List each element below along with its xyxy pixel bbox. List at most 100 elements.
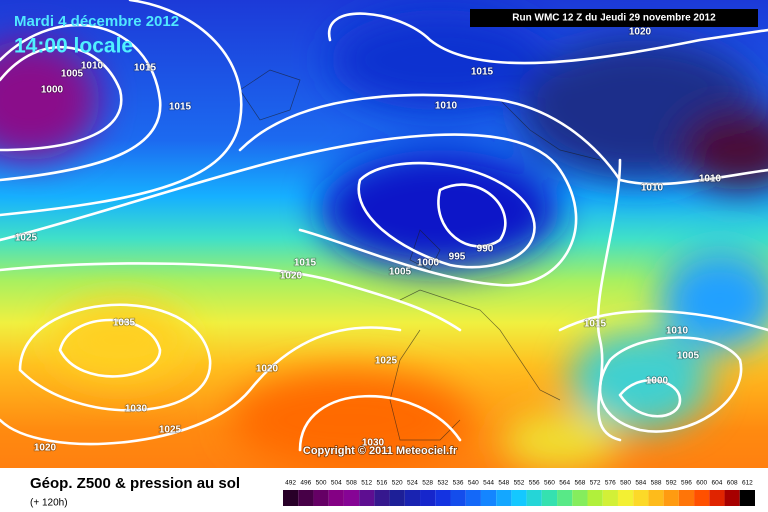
- isobar-label: 1030: [125, 404, 148, 415]
- legend-swatch: [587, 490, 603, 506]
- legend-swatch: [617, 490, 634, 506]
- isobar-label: 1015: [294, 258, 317, 269]
- legend-label: 568: [574, 480, 585, 487]
- legend-label: 588: [651, 480, 662, 487]
- legend-label: 532: [437, 480, 448, 487]
- legend-label: 540: [468, 480, 479, 487]
- isobar-label: 1020: [34, 443, 57, 454]
- legend-label: 556: [529, 480, 540, 487]
- legend-swatch: [465, 490, 481, 506]
- isobar-label: 1025: [375, 356, 398, 367]
- copyright: Copyright © 2011 Meteociel.fr: [303, 445, 458, 457]
- legend-swatch: [374, 490, 390, 506]
- isobar-label: 1025: [15, 233, 38, 244]
- legend-label: 516: [377, 480, 388, 487]
- isobar-label: 1035: [113, 318, 136, 329]
- legend-swatch: [572, 490, 588, 506]
- legend-label: 580: [620, 480, 631, 487]
- legend-swatch: [526, 490, 542, 506]
- isobar-label: 1020: [256, 364, 279, 375]
- isobar-label: 1005: [61, 69, 84, 80]
- field: 1020 1010 1015 1005 1000 1015 1015 1010 1010 1010…: [0, 0, 768, 468]
- legend-label: 564: [559, 480, 570, 487]
- legend: 492 496 500 504 508 512 516 520 524 528 532 536 540 5…: [283, 480, 755, 506]
- legend-swatch: [511, 490, 527, 506]
- isobar-label: 995: [449, 252, 466, 263]
- legend-swatch: [739, 490, 755, 506]
- legend-label: 560: [544, 480, 555, 487]
- legend-label: 600: [696, 480, 707, 487]
- isobar-label: 1030: [362, 438, 385, 449]
- isobar-label: 1000: [417, 258, 440, 269]
- legend-label: 608: [727, 480, 738, 487]
- legend-label: 524: [407, 480, 418, 487]
- legend-swatch: [602, 490, 618, 506]
- legend-swatch: [496, 490, 512, 506]
- isobar-label: 1000: [41, 85, 64, 96]
- legend-swatch: [389, 490, 405, 506]
- legend-label: 584: [635, 480, 646, 487]
- forecast-time: 14:00 locale: [14, 35, 133, 58]
- legend-label: 596: [681, 480, 692, 487]
- legend-swatch: [648, 490, 664, 506]
- legend-label: 504: [331, 480, 342, 487]
- legend-swatch: [480, 490, 497, 506]
- legend-label: 528: [422, 480, 433, 487]
- legend-swatch: [313, 490, 329, 506]
- isobar-label: 1020: [629, 27, 652, 38]
- legend-label: 500: [316, 480, 327, 487]
- isobar-label: 1015: [584, 319, 607, 330]
- legend-label: 492: [285, 480, 296, 487]
- legend-swatch: [541, 490, 558, 506]
- isobar-label: 1025: [159, 425, 182, 436]
- forecast-date: Mardi 4 décembre 2012: [14, 13, 179, 30]
- isobar-label: 990: [477, 244, 494, 255]
- isobar-label: 1015: [169, 102, 192, 113]
- isobars: [0, 0, 768, 450]
- legend-label: 508: [346, 480, 357, 487]
- isobar-label: 1000: [646, 376, 669, 387]
- isobar-label: 1010: [641, 183, 664, 194]
- legend-swatch: [435, 490, 451, 506]
- legend-swatch: [663, 490, 679, 506]
- run-info: Run WMC 12 Z du Jeudi 29 novembre 2012: [512, 13, 716, 24]
- isobar-label: 1005: [677, 351, 700, 362]
- isobar-label: 1010: [435, 101, 458, 112]
- legend-swatch: [328, 490, 344, 506]
- legend-label: 604: [712, 480, 723, 487]
- legend-label: 512: [361, 480, 372, 487]
- isobar-label: 1020: [280, 271, 303, 282]
- legend-swatch: [694, 490, 710, 506]
- legend-swatch: [557, 490, 573, 506]
- legend-label: 552: [514, 480, 525, 487]
- legend-swatch: [404, 490, 421, 506]
- legend-label: 496: [300, 480, 311, 487]
- footer-range: (+ 120h): [30, 498, 68, 509]
- isobar-label: 1010: [699, 174, 722, 185]
- isobar-label: 1015: [134, 63, 157, 74]
- isobar-label: 1010: [666, 326, 689, 337]
- legend-label: 548: [498, 480, 509, 487]
- run-box: [470, 9, 758, 27]
- isobar-label: 1015: [471, 67, 494, 78]
- footer-title: Géop. Z500 & pression au sol: [30, 475, 240, 492]
- legend-swatch: [283, 490, 299, 506]
- legend-swatch: [343, 490, 360, 506]
- legend-label: 520: [392, 480, 403, 487]
- legend-swatch: [709, 490, 725, 506]
- legend-label: 544: [483, 480, 494, 487]
- isobar-label: 1005: [389, 267, 412, 278]
- legend-swatch: [420, 490, 436, 506]
- isobar-label: 1010: [81, 61, 104, 72]
- legend-swatch: [633, 490, 649, 506]
- legend-swatch: [359, 490, 375, 506]
- legend-label: 592: [666, 480, 677, 487]
- legend-swatch: [678, 490, 695, 506]
- legend-label: 536: [453, 480, 464, 487]
- legend-swatch: [298, 490, 314, 506]
- legend-label: 572: [590, 480, 601, 487]
- legend-label: 576: [605, 480, 616, 487]
- legend-swatch: [724, 490, 740, 506]
- legend-swatch: [450, 490, 466, 506]
